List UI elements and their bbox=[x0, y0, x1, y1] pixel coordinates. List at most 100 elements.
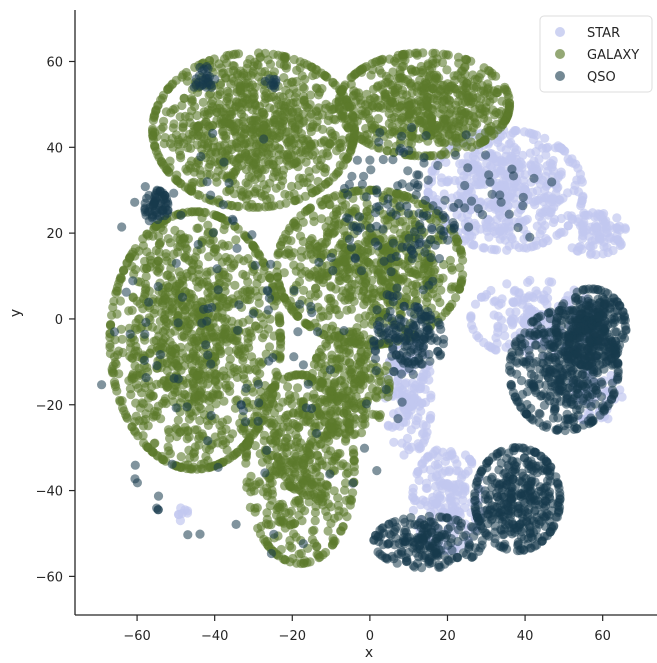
scatter-point bbox=[393, 386, 403, 396]
scatter-point bbox=[444, 488, 455, 498]
scatter-point bbox=[542, 299, 552, 310]
scatter-point bbox=[377, 80, 387, 90]
scatter-point bbox=[313, 550, 323, 560]
scatter-point bbox=[291, 266, 301, 276]
scatter-point bbox=[346, 79, 356, 89]
scatter-point bbox=[599, 242, 609, 252]
scatter-point bbox=[506, 151, 516, 161]
scatter-point bbox=[231, 235, 241, 245]
scatter-point bbox=[355, 109, 366, 120]
scatter-point bbox=[299, 460, 309, 470]
scatter-point bbox=[362, 294, 372, 304]
scatter-point bbox=[329, 114, 339, 124]
scatter-point bbox=[205, 170, 215, 180]
scatter-point bbox=[210, 243, 220, 253]
scatter-point bbox=[374, 102, 384, 113]
scatter-point bbox=[320, 103, 330, 113]
scatter-point bbox=[466, 311, 476, 321]
scatter-point bbox=[398, 89, 408, 99]
scatter-point bbox=[310, 318, 320, 328]
scatter-point bbox=[526, 304, 537, 314]
scatter-point bbox=[398, 274, 408, 284]
scatter-point bbox=[217, 107, 227, 117]
scatter-point bbox=[410, 48, 420, 58]
scatter-point bbox=[445, 255, 455, 265]
scatter-point bbox=[488, 94, 498, 104]
scatter-point bbox=[330, 191, 340, 201]
scatter-point bbox=[214, 59, 224, 69]
scatter-point bbox=[336, 138, 346, 148]
scatter-point bbox=[321, 164, 331, 174]
scatter-point bbox=[486, 285, 496, 296]
scatter-point bbox=[300, 266, 310, 276]
scatter-point bbox=[358, 277, 368, 287]
scatter-point bbox=[317, 84, 327, 94]
scatter-point bbox=[544, 277, 554, 287]
scatter-point bbox=[376, 68, 386, 78]
scatter-point bbox=[273, 248, 283, 258]
scatter-point bbox=[520, 170, 530, 180]
scatter-point bbox=[238, 317, 248, 327]
scatter-point bbox=[451, 234, 462, 244]
scatter-point bbox=[286, 150, 296, 160]
scatter-point bbox=[184, 255, 194, 265]
scatter-point bbox=[416, 398, 427, 408]
scatter-point bbox=[167, 80, 177, 90]
scatter-point bbox=[555, 195, 565, 205]
scatter-point bbox=[202, 267, 212, 277]
scatter-point bbox=[122, 412, 132, 422]
scatter-point bbox=[168, 123, 178, 133]
scatter-point bbox=[337, 113, 347, 123]
scatter-point bbox=[451, 110, 461, 120]
scatter-point bbox=[148, 115, 158, 125]
scatter-point bbox=[305, 173, 315, 183]
scatter-point bbox=[224, 50, 234, 60]
scatter-point bbox=[292, 65, 302, 75]
scatter-point bbox=[168, 105, 178, 115]
scatter-point bbox=[444, 95, 454, 105]
scatter-point bbox=[328, 132, 338, 142]
scatter-point bbox=[312, 122, 322, 132]
scatter-point bbox=[175, 516, 185, 526]
scatter-point bbox=[538, 238, 548, 248]
scatter-point bbox=[151, 379, 162, 389]
scatter-point bbox=[291, 76, 301, 87]
scatter-point bbox=[338, 269, 348, 279]
scatter-point bbox=[515, 182, 525, 192]
scatter-point bbox=[442, 305, 452, 315]
scatter-point bbox=[161, 164, 171, 174]
scatter-point bbox=[479, 337, 489, 348]
scatter-point bbox=[279, 149, 289, 159]
scatter-point bbox=[489, 297, 499, 307]
scatter-point bbox=[256, 273, 266, 284]
scatter-point bbox=[278, 101, 288, 111]
scatter-point bbox=[410, 393, 420, 403]
scatter-point bbox=[425, 414, 435, 424]
scatter-point bbox=[241, 271, 251, 281]
scatter-point bbox=[276, 240, 286, 250]
scatter-point bbox=[457, 470, 467, 480]
scatter-point bbox=[260, 91, 270, 101]
scatter-point bbox=[471, 221, 481, 231]
scatter-point bbox=[397, 438, 407, 448]
scatter-point bbox=[519, 313, 529, 323]
scatter-point bbox=[189, 448, 199, 459]
scatter-point bbox=[268, 155, 278, 166]
scatter-point bbox=[333, 168, 343, 178]
scatter-point bbox=[313, 185, 323, 195]
scatter-point bbox=[169, 249, 179, 259]
scatter-point bbox=[510, 126, 521, 136]
scatter-point bbox=[244, 343, 254, 353]
scatter-point bbox=[260, 98, 270, 108]
scatter-point bbox=[436, 173, 446, 183]
scatter-point bbox=[141, 283, 151, 293]
scatter-point bbox=[126, 390, 136, 400]
scatter-point bbox=[455, 263, 465, 273]
scatter-point bbox=[303, 490, 313, 500]
scatter-point bbox=[289, 218, 299, 228]
scatter-point bbox=[190, 102, 200, 112]
scatter-point bbox=[500, 82, 510, 92]
scatter-point bbox=[617, 392, 627, 402]
scatter-point bbox=[286, 236, 296, 246]
scatter-point bbox=[501, 145, 511, 155]
